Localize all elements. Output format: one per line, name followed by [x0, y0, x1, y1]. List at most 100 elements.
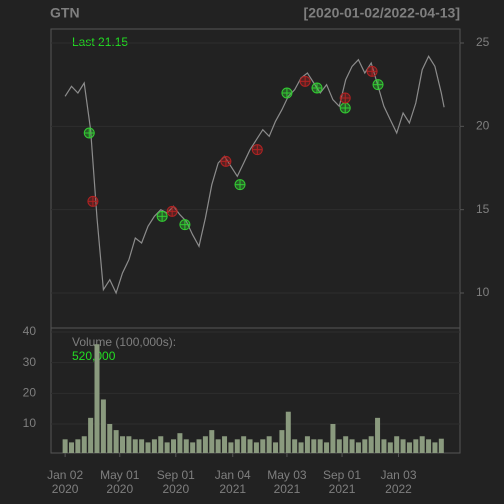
trade-marker	[339, 102, 351, 114]
volume-bar	[355, 442, 361, 453]
volume-bar	[222, 436, 228, 453]
trade-marker	[156, 210, 168, 222]
volume-bar	[126, 436, 132, 453]
trade-marker	[220, 155, 232, 167]
volume-bar	[375, 417, 381, 453]
volume-bar	[139, 439, 145, 453]
volume-bar	[107, 423, 113, 453]
volume-bar	[132, 439, 138, 453]
trade-marker	[311, 82, 323, 94]
volume-bar	[394, 436, 400, 453]
volume-bar	[292, 439, 298, 453]
volume-bar	[330, 423, 336, 453]
x-tick-label: 2021	[274, 482, 301, 496]
volume-bar	[298, 442, 304, 453]
x-tick-label: May 01	[100, 468, 140, 482]
x-tick-label: 2020	[106, 482, 133, 496]
trade-marker	[281, 87, 293, 99]
volume-bar	[426, 439, 432, 453]
volume-bar	[151, 439, 157, 453]
volume-bar	[113, 430, 119, 453]
volume-bar	[253, 442, 259, 453]
y-tick-label: 15	[476, 202, 490, 216]
volume-bar	[202, 436, 208, 453]
volume-bar	[94, 344, 100, 453]
volume-bar	[241, 436, 247, 453]
volume-bar	[368, 436, 374, 453]
x-tick-label: 2021	[329, 482, 356, 496]
volume-bar	[177, 433, 183, 453]
volume-label: Volume (100,000s):	[72, 335, 176, 349]
x-tick-label: Sep 01	[323, 468, 361, 482]
volume-bar	[387, 442, 393, 453]
price-line	[64, 55, 445, 295]
volume-bar	[317, 439, 323, 453]
volume-bar	[62, 439, 68, 453]
volume-bar	[266, 436, 272, 453]
volume-bar	[88, 417, 94, 453]
volume-bar	[228, 442, 234, 453]
volume-bar	[171, 439, 177, 453]
date-range: [2020-01-02/2022-04-13]	[304, 5, 460, 21]
volume-bar	[349, 439, 355, 453]
volume-bar	[413, 439, 419, 453]
x-tick-label: Jan 03	[380, 468, 416, 482]
volume-bar	[362, 439, 368, 453]
x-tick-label: Jan 02	[47, 468, 83, 482]
volume-bar	[158, 436, 164, 453]
volume-bar	[432, 442, 438, 453]
volume-bar	[68, 442, 74, 453]
volume-bar	[209, 430, 215, 453]
volume-bar	[343, 436, 349, 453]
volume-bar	[183, 439, 189, 453]
x-tick-label: 2021	[219, 482, 246, 496]
volume-bar	[304, 436, 310, 453]
trade-marker	[166, 205, 178, 217]
volume-bar	[234, 439, 240, 453]
chart-title: GTN	[50, 5, 80, 21]
y-tick-label: 10	[476, 285, 490, 299]
volume-bar	[336, 439, 342, 453]
volume-bar	[120, 436, 126, 453]
x-tick-label: Jan 04	[215, 468, 251, 482]
volume-bar	[100, 399, 106, 453]
volume-bar	[164, 442, 170, 453]
volume-bar	[400, 439, 406, 453]
volume-bar	[285, 411, 291, 453]
volume-bar	[381, 439, 387, 453]
trade-marker	[251, 144, 263, 156]
volume-bar	[324, 442, 330, 453]
trade-marker	[83, 127, 95, 139]
y-tick-label: 10	[23, 416, 37, 430]
volume-bar	[419, 436, 425, 453]
trade-marker	[234, 179, 246, 191]
volume-bar	[145, 442, 151, 453]
trade-marker	[339, 92, 351, 104]
volume-bar	[247, 439, 253, 453]
x-tick-label: May 03	[267, 468, 307, 482]
trade-marker	[87, 195, 99, 207]
volume-bar	[81, 436, 87, 453]
volume-bar	[260, 439, 266, 453]
last-price: Last 21.15	[72, 35, 128, 49]
volume-bar	[406, 442, 412, 453]
volume-bar	[279, 430, 285, 453]
y-tick-label: 40	[23, 324, 37, 338]
volume-bar	[311, 439, 317, 453]
volume-bar	[215, 439, 221, 453]
y-tick-label: 30	[23, 355, 37, 369]
trade-marker	[366, 65, 378, 77]
last-volume: 520,000	[72, 349, 116, 363]
y-tick-label: 20	[476, 119, 490, 133]
trade-marker	[179, 219, 191, 231]
x-tick-label: 2020	[162, 482, 189, 496]
volume-bar	[273, 442, 279, 453]
volume-bar	[75, 439, 81, 453]
x-tick-label: 2022	[385, 482, 412, 496]
volume-bar	[196, 439, 202, 453]
y-tick-label: 20	[23, 385, 37, 399]
x-tick-label: 2020	[52, 482, 79, 496]
y-tick-label: 25	[476, 35, 490, 49]
